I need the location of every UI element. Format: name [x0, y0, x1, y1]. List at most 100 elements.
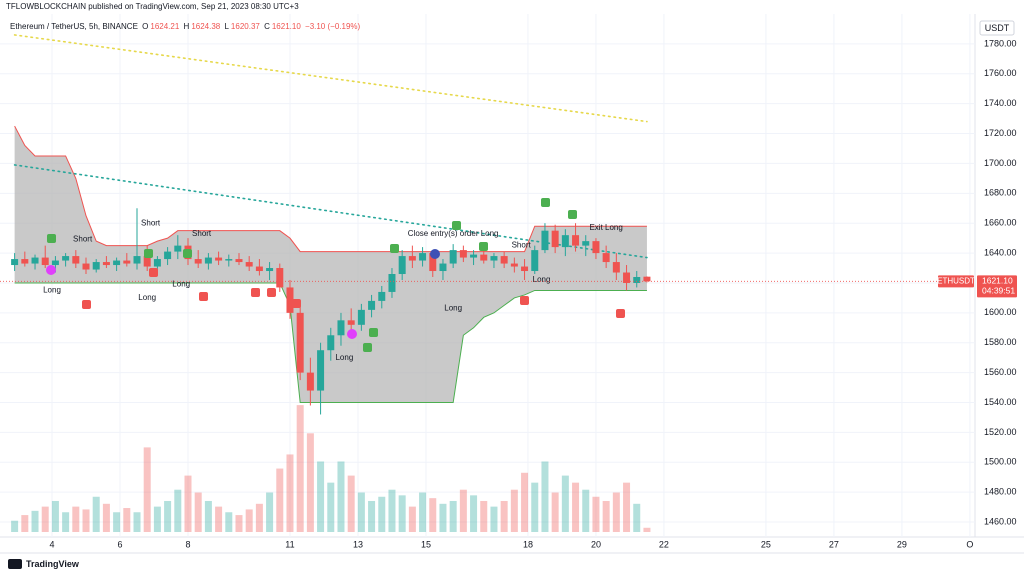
x-tick-label: 4: [50, 539, 55, 549]
annotation: Close entry(s) order Long: [408, 229, 499, 238]
candle-body: [521, 266, 529, 272]
candle-body: [470, 254, 478, 258]
y-tick-label: 1640.00: [984, 247, 1017, 257]
y-tick-label: 1780.00: [984, 38, 1017, 48]
candle-body: [459, 250, 467, 258]
candle-body: [347, 320, 355, 325]
volume-bar: [82, 509, 90, 532]
volume-bar: [143, 447, 151, 532]
volume-bar: [633, 503, 641, 532]
price-tag: [938, 275, 974, 288]
x-tick-label: 8: [185, 539, 190, 549]
candle-body: [153, 259, 161, 267]
volume-bar: [327, 482, 335, 532]
y-tick-label: 1540.00: [984, 397, 1017, 407]
volume-bar: [11, 520, 19, 532]
badge: [369, 328, 378, 337]
signal-badges: [46, 198, 625, 352]
volume-bar: [572, 482, 580, 532]
badge: [479, 242, 488, 251]
volume-bar: [215, 506, 223, 532]
volume-bar: [347, 475, 355, 532]
volume-bar: [500, 500, 508, 532]
badge: [390, 244, 399, 253]
candle-body: [561, 235, 569, 248]
x-tick-label: 29: [897, 539, 907, 549]
currency-box[interactable]: [979, 20, 1015, 36]
volume-bar: [398, 495, 406, 532]
annotation: Long: [533, 275, 551, 284]
volume-bar: [449, 500, 457, 532]
volume-bar: [164, 500, 172, 532]
volume-bar: [337, 461, 345, 532]
x-tick-label: 13: [353, 539, 363, 549]
volume-bar: [551, 492, 559, 532]
publisher: TFLOWBLOCKCHAIN published on TradingView…: [6, 2, 299, 11]
badge: [82, 300, 91, 309]
volume-bar: [21, 515, 29, 532]
volume-bar: [113, 512, 121, 532]
candle-body: [72, 256, 80, 264]
candle-body: [480, 254, 488, 261]
badge: [267, 288, 276, 297]
ohlc-value: 1620.37: [230, 22, 260, 31]
volume-bar: [204, 500, 212, 532]
badge: [292, 299, 301, 308]
badge: [363, 343, 372, 352]
x-tick-label: 27: [829, 539, 839, 549]
candle-body: [286, 287, 294, 313]
candle-body: [276, 268, 284, 288]
badge: [541, 198, 550, 207]
candle-body: [306, 372, 314, 391]
volume-bar: [357, 492, 365, 532]
y-tick-label: 1660.00: [984, 218, 1017, 228]
volume-bar: [133, 512, 141, 532]
candle-body: [327, 335, 335, 351]
y-tick-label: 1480.00: [984, 487, 1017, 497]
y-tick-label: 1680.00: [984, 188, 1017, 198]
candle-body: [623, 272, 631, 283]
candle-body: [62, 256, 70, 261]
change: −3.10 (−0.19%): [305, 22, 361, 31]
candle-body: [337, 320, 345, 336]
volume-bar: [582, 489, 590, 532]
candle-body: [357, 309, 365, 325]
candle-body: [102, 262, 110, 266]
candle-body: [429, 253, 437, 272]
candle-body: [490, 256, 498, 261]
candle-body: [531, 250, 539, 272]
volume-bar: [602, 500, 610, 532]
y-tick-label: 1500.00: [984, 457, 1017, 467]
cloud-fill: [14, 126, 647, 403]
ohlc-letter: C: [264, 22, 270, 31]
countdown: 04:39:51: [982, 286, 1015, 296]
badge: [46, 265, 56, 275]
candle-body: [378, 291, 386, 301]
candle-body: [123, 260, 131, 264]
candle-body: [510, 263, 518, 267]
candle-body: [143, 256, 151, 267]
volume-bar: [255, 503, 263, 532]
volume-bar: [480, 500, 488, 532]
volume-bar: [490, 506, 498, 532]
volume-bar: [510, 489, 518, 532]
candle-body: [612, 262, 620, 273]
badge: [430, 249, 440, 259]
x-tick-label: O: [966, 539, 973, 549]
candle-body: [164, 251, 172, 260]
annotation: Long: [138, 293, 156, 302]
volume-bar: [92, 496, 100, 532]
symbol-tag: ETHUSDT: [937, 276, 975, 285]
legend: Ethereum / TetherUS, 5h, BINANCE O 1624.2…: [10, 22, 362, 31]
annotation: Short: [512, 241, 532, 250]
candle-body: [582, 241, 590, 246]
candle-body: [215, 257, 223, 261]
volume-bar: [439, 503, 447, 532]
badge: [520, 296, 529, 305]
annotation: Short: [192, 229, 212, 238]
price-tag-axis: [977, 275, 1017, 298]
candle-body: [551, 230, 559, 248]
volume-bar: [419, 492, 427, 532]
candle-body: [82, 263, 90, 270]
